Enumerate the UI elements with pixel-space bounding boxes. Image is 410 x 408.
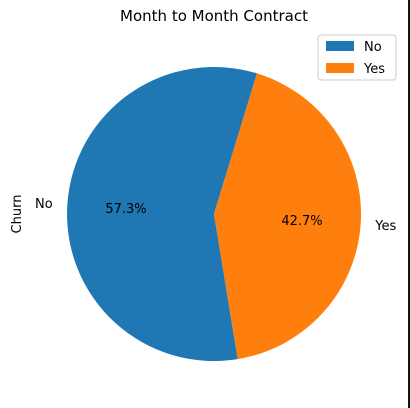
pie-slice-yes	[214, 73, 362, 360]
legend-swatch-yes	[326, 63, 354, 73]
category-label-yes: Yes	[374, 219, 396, 234]
pie-slice-no	[67, 67, 257, 362]
category-label-no: No	[35, 197, 53, 212]
pie-slices	[67, 67, 362, 362]
chart-title: Month to Month Contract	[120, 7, 308, 25]
percent-label-yes: 42.7%	[281, 214, 322, 229]
percent-label-no: 57.3%	[105, 202, 146, 217]
legend-label-yes: Yes	[363, 62, 385, 77]
legend-label-no: No	[364, 40, 382, 55]
window-edge	[408, 0, 410, 408]
y-axis-label: Churn	[10, 195, 25, 234]
legend-swatch-no	[326, 41, 354, 51]
pie-labels: No 57.3% Yes 42.7%	[35, 197, 396, 234]
legend: No Yes	[317, 34, 397, 81]
